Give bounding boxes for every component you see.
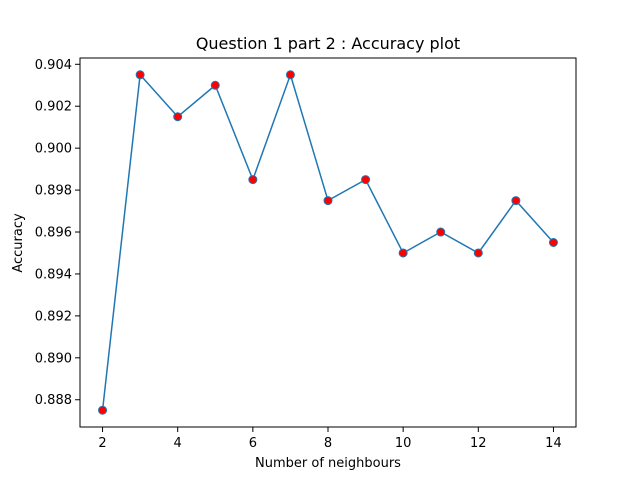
y-tick-label: 0.904 [35, 58, 72, 73]
y-tick-label: 0.900 [35, 142, 72, 157]
x-axis-label: Number of neighbours [255, 456, 401, 471]
data-point [210, 80, 220, 90]
x-tick-label: 10 [395, 436, 412, 451]
data-point [548, 238, 558, 247]
y-tick-label: 0.888 [35, 393, 72, 408]
y-tick-label: 0.894 [35, 267, 72, 282]
y-tick-label: 0.890 [35, 351, 72, 366]
x-tick-label: 14 [545, 436, 562, 451]
x-tick-label: 6 [249, 436, 257, 451]
data-point [398, 248, 408, 258]
y-axis-ticks: 0.888 0.890 0.892 0.894 0.896 0.898 0.900 0.902… [35, 58, 80, 408]
data-point [511, 196, 521, 206]
data-point [285, 70, 295, 80]
x-tick-label: 12 [470, 436, 487, 451]
x-tick-label: 2 [98, 436, 106, 451]
data-point [473, 248, 483, 258]
data-point [135, 70, 145, 80]
x-tick-label: 8 [324, 436, 332, 451]
data-point [323, 196, 333, 206]
y-axis-label: Accuracy [11, 213, 26, 273]
y-tick-label: 0.898 [35, 184, 72, 199]
y-tick-label: 0.902 [35, 100, 72, 115]
data-point [436, 227, 446, 237]
plot-frame [79, 57, 577, 428]
y-tick-label: 0.896 [35, 226, 72, 241]
data-point [173, 112, 183, 122]
plot-area [80, 58, 576, 427]
data-point [248, 175, 258, 185]
x-tick-label: 4 [174, 436, 182, 451]
data-point [98, 405, 108, 415]
x-axis-ticks: 2 4 6 8 10 12 14 [98, 427, 562, 451]
y-tick-label: 0.892 [35, 309, 72, 324]
data-point [361, 175, 371, 185]
series-markers [98, 70, 558, 415]
chart-title: Question 1 part 2 : Accuracy plot [196, 34, 460, 53]
